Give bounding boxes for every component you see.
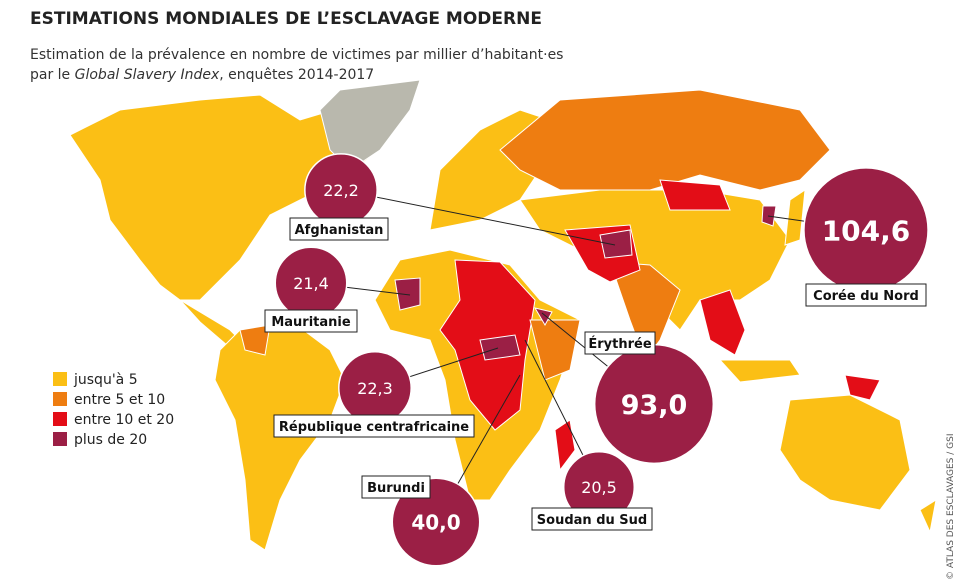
central-african-republic bbox=[479, 334, 521, 361]
callouts: 22,2 Afghanistan 21,4 Mauritanie 22,3 Républi… bbox=[264, 153, 929, 567]
new-zealand bbox=[919, 498, 937, 534]
label-box bbox=[273, 414, 475, 438]
country-label: Burundi bbox=[367, 481, 425, 496]
bubble-value: 40,0 bbox=[411, 510, 460, 534]
label-box bbox=[361, 475, 431, 499]
leader-line bbox=[340, 189, 616, 246]
label-box bbox=[805, 283, 927, 307]
title: ESTIMATIONS MONDIALES DE L’ESCLAVAGE MOD… bbox=[30, 9, 542, 29]
bubble-value: 22,2 bbox=[323, 181, 359, 200]
label-box bbox=[289, 217, 389, 241]
australia bbox=[779, 394, 911, 511]
bubble bbox=[391, 477, 481, 567]
legend-label: entre 5 et 10 bbox=[74, 392, 165, 408]
legend: jusqu'à 5 entre 5 et 10 entre 10 et 20 plus… bbox=[53, 372, 174, 448]
indonesia bbox=[718, 359, 801, 383]
japan bbox=[784, 188, 806, 246]
country-label: Corée du Nord bbox=[813, 289, 919, 304]
legend-label: plus de 20 bbox=[74, 432, 147, 448]
madagascar bbox=[554, 419, 576, 472]
papua-new-guinea bbox=[844, 374, 881, 401]
subtitle-part: , enquêtes 2014-2017 bbox=[219, 67, 374, 83]
label-box bbox=[264, 309, 358, 333]
afghanistan bbox=[599, 229, 633, 259]
north-america bbox=[69, 94, 381, 301]
label-box bbox=[584, 331, 656, 355]
legend-swatch bbox=[53, 372, 67, 386]
legend-swatch bbox=[53, 412, 67, 426]
legend-label: jusqu'à 5 bbox=[73, 372, 138, 388]
credit: © ATLAS DES ESCLAVAGES / GSI bbox=[946, 434, 956, 581]
bubble-value: 20,5 bbox=[581, 478, 617, 497]
country-label: Mauritanie bbox=[271, 315, 351, 330]
country-label: République centrafricaine bbox=[279, 420, 469, 435]
bubble-value: 22,3 bbox=[357, 379, 393, 398]
legend-swatch bbox=[53, 392, 67, 406]
bubble-value: 104,6 bbox=[822, 215, 911, 248]
mongolia bbox=[659, 179, 731, 211]
russia bbox=[499, 89, 831, 191]
bubble-value: 21,4 bbox=[293, 274, 329, 293]
subtitle: par le Global Slavery Index, enquêtes 20… bbox=[30, 67, 374, 83]
subtitle-part: Global Slavery Index bbox=[75, 67, 220, 83]
subtitle-part: par le bbox=[30, 67, 75, 83]
venezuela bbox=[239, 324, 271, 356]
country-label: Érythrée bbox=[588, 336, 651, 352]
legend-label: entre 10 et 20 bbox=[74, 412, 174, 428]
subtitle: Estimation de la prévalence en nombre de… bbox=[30, 47, 563, 63]
southeast-asia bbox=[699, 289, 746, 356]
continents bbox=[69, 79, 937, 551]
legend-swatch bbox=[53, 432, 67, 446]
mauritania bbox=[394, 277, 421, 311]
label-box bbox=[531, 507, 653, 531]
bubble-value: 93,0 bbox=[621, 390, 688, 421]
india bbox=[609, 261, 681, 362]
horn-of-africa bbox=[529, 319, 581, 381]
country-label: Soudan du Sud bbox=[537, 513, 647, 528]
country-label: Afghanistan bbox=[295, 223, 384, 238]
